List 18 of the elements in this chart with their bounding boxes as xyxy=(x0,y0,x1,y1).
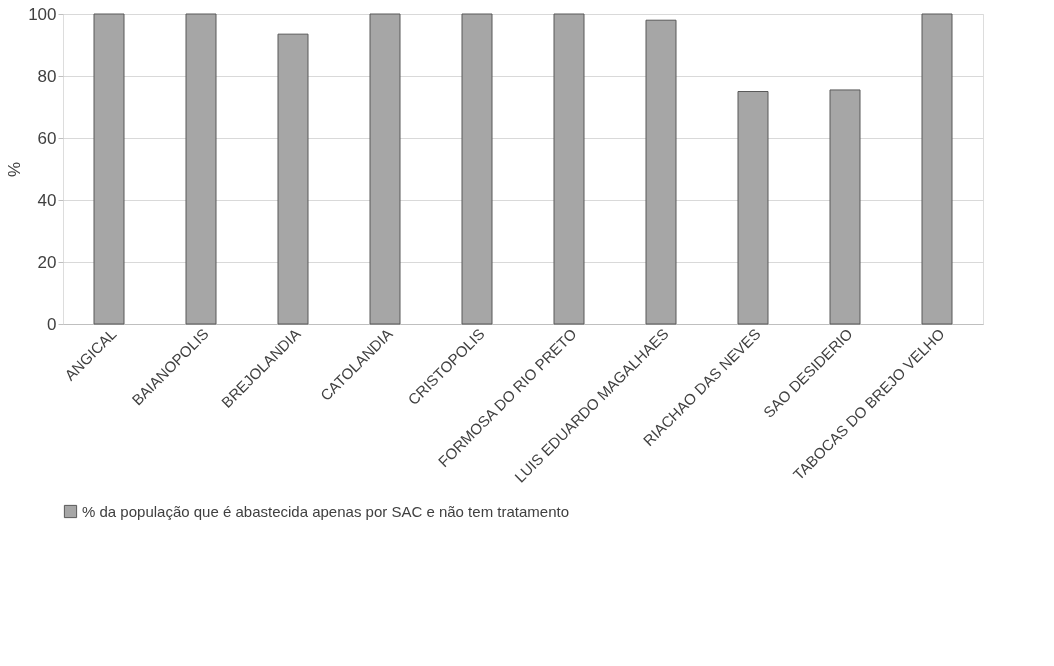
bar xyxy=(277,33,309,325)
bar xyxy=(369,13,401,325)
bar xyxy=(829,89,861,325)
y-tick-label: 20 xyxy=(37,252,57,272)
y-tick-label: 80 xyxy=(37,66,57,86)
legend-label: % da população que é abastecida apenas por SAC e não tem tratamento xyxy=(82,502,569,520)
y-tick-label: 40 xyxy=(37,190,57,210)
y-tick-label: 0 xyxy=(47,314,57,334)
bar xyxy=(645,19,677,325)
bar xyxy=(921,13,953,325)
y-tick-label: 60 xyxy=(37,128,57,148)
y-axis-title: % xyxy=(5,161,25,178)
y-tick-label: 100 xyxy=(28,4,57,24)
bar xyxy=(93,13,125,325)
bar xyxy=(553,13,585,325)
bar xyxy=(737,91,769,325)
bar xyxy=(461,13,493,325)
bar xyxy=(185,13,217,325)
